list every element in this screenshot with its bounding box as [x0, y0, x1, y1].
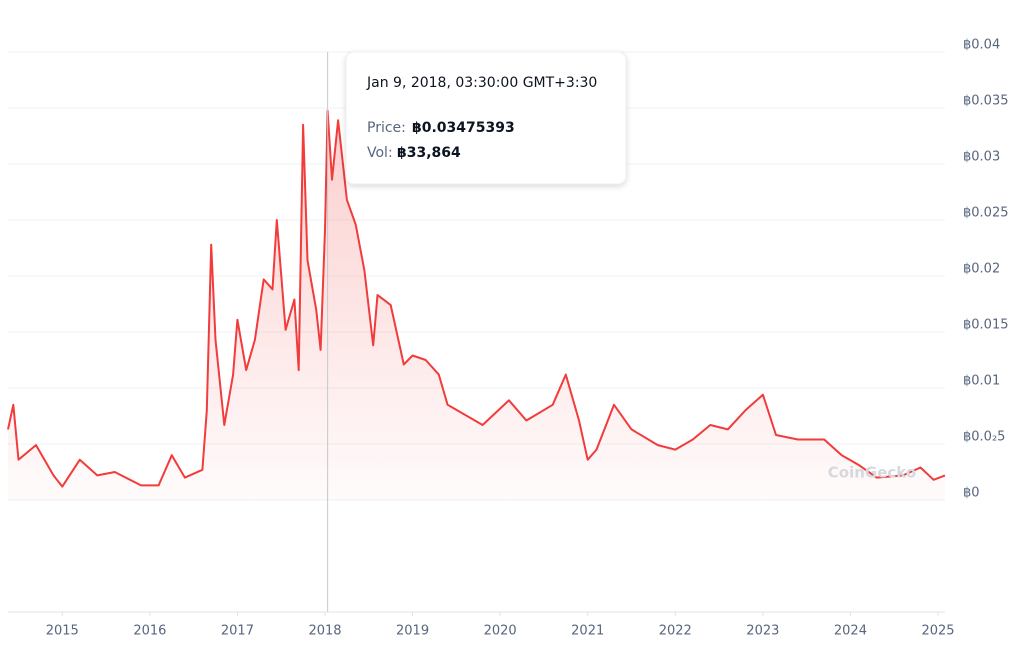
y-tick-label: ฿0.015	[963, 318, 1009, 333]
x-tick-label: 2015	[46, 624, 79, 639]
tooltip-date: Jan 9, 2018, 03:30:00 GMT+3:30	[366, 75, 597, 91]
y-tick-label: ฿0.0₂5	[963, 430, 1005, 445]
y-tick-label: ฿0.03	[963, 150, 1000, 165]
tooltip: Jan 9, 2018, 03:30:00 GMT+3:30 Price: ฿0…	[345, 51, 627, 185]
tooltip-vol-label: Vol:	[367, 145, 393, 161]
x-tick-label: 2019	[396, 624, 429, 639]
y-tick-label: ฿0	[963, 486, 980, 501]
y-tick-label: ฿0.01	[963, 374, 1000, 389]
watermark: CoinGecko	[828, 464, 916, 482]
x-tick-label: 2025	[921, 624, 954, 639]
x-tick-label: 2020	[484, 624, 517, 639]
x-tick-label: 2024	[834, 624, 867, 639]
y-tick-label: ฿0.02	[963, 262, 1000, 277]
plot	[7, 52, 946, 612]
tooltip-price-label: Price:	[367, 120, 406, 136]
x-tick-label: 2018	[308, 624, 341, 639]
tooltip-price: ฿0.03475393	[412, 120, 515, 136]
y-tick-label: ฿0.035	[963, 94, 1009, 109]
x-tick-label: 2016	[133, 624, 166, 639]
price-line	[7, 109, 946, 488]
y-tick-label: ฿0.04	[963, 38, 1000, 53]
y-tick-label: ฿0.025	[963, 206, 1009, 221]
tooltip-box	[345, 51, 627, 185]
x-tick-label: 2021	[571, 624, 604, 639]
price-area	[8, 110, 945, 501]
x-tick-label: 2022	[659, 624, 692, 639]
tooltip-vol: ฿33,864	[397, 145, 461, 161]
x-tick-label: 2023	[746, 624, 779, 639]
x-tick-label: 2017	[221, 624, 254, 639]
